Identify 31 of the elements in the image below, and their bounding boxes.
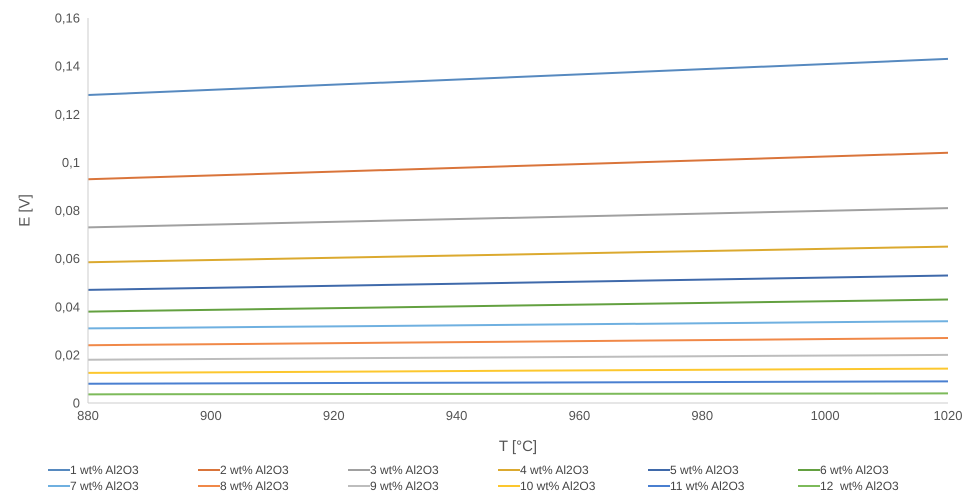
legend-label: 12 wt% Al2O3 <box>820 479 899 493</box>
legend-label: 11 wt% Al2O3 <box>670 479 744 493</box>
x-tick-label: 940 <box>446 408 468 424</box>
legend-label: 7 wt% Al2O3 <box>70 479 139 493</box>
x-axis-title: T [°C] <box>498 438 538 455</box>
x-tick-label: 980 <box>691 408 714 424</box>
y-tick-label: 0,16 <box>54 10 80 26</box>
y-tick-label: 0,14 <box>54 58 80 74</box>
y-tick-label: 0,06 <box>54 251 80 266</box>
x-tick-label: 1020 <box>934 408 962 424</box>
y-tick-label: 0,12 <box>54 106 80 122</box>
legend-label: 3 wt% Al2O3 <box>370 463 439 477</box>
y-tick-label: 0,02 <box>54 347 80 362</box>
legend-label: 4 wt% Al2O3 <box>520 463 589 477</box>
legend-label: 10 wt% Al2O3 <box>520 479 596 493</box>
y-tick-label: 0,04 <box>54 299 80 314</box>
x-tick-label: 1000 <box>810 408 840 424</box>
legend-label: 9 wt% Al2O3 <box>370 479 439 493</box>
y-axis-title: E [V] <box>16 194 34 227</box>
legend-label: 1 wt% Al2O3 <box>70 463 139 477</box>
legend-label: 2 wt% Al2O3 <box>220 463 289 477</box>
legend-label: 5 wt% Al2O3 <box>670 463 739 477</box>
x-tick-label: 960 <box>568 408 590 424</box>
y-tick-label: 0,1 <box>62 154 80 170</box>
x-tick-label: 920 <box>322 408 345 424</box>
legend-label: 8 wt% Al2O3 <box>220 479 289 493</box>
y-tick-label: 0,08 <box>54 203 80 218</box>
x-tick-label: 900 <box>200 408 222 424</box>
legend-label: 6 wt% Al2O3 <box>820 463 889 477</box>
x-tick-label: 880 <box>77 408 99 424</box>
y-tick-label: 0 <box>72 396 80 411</box>
